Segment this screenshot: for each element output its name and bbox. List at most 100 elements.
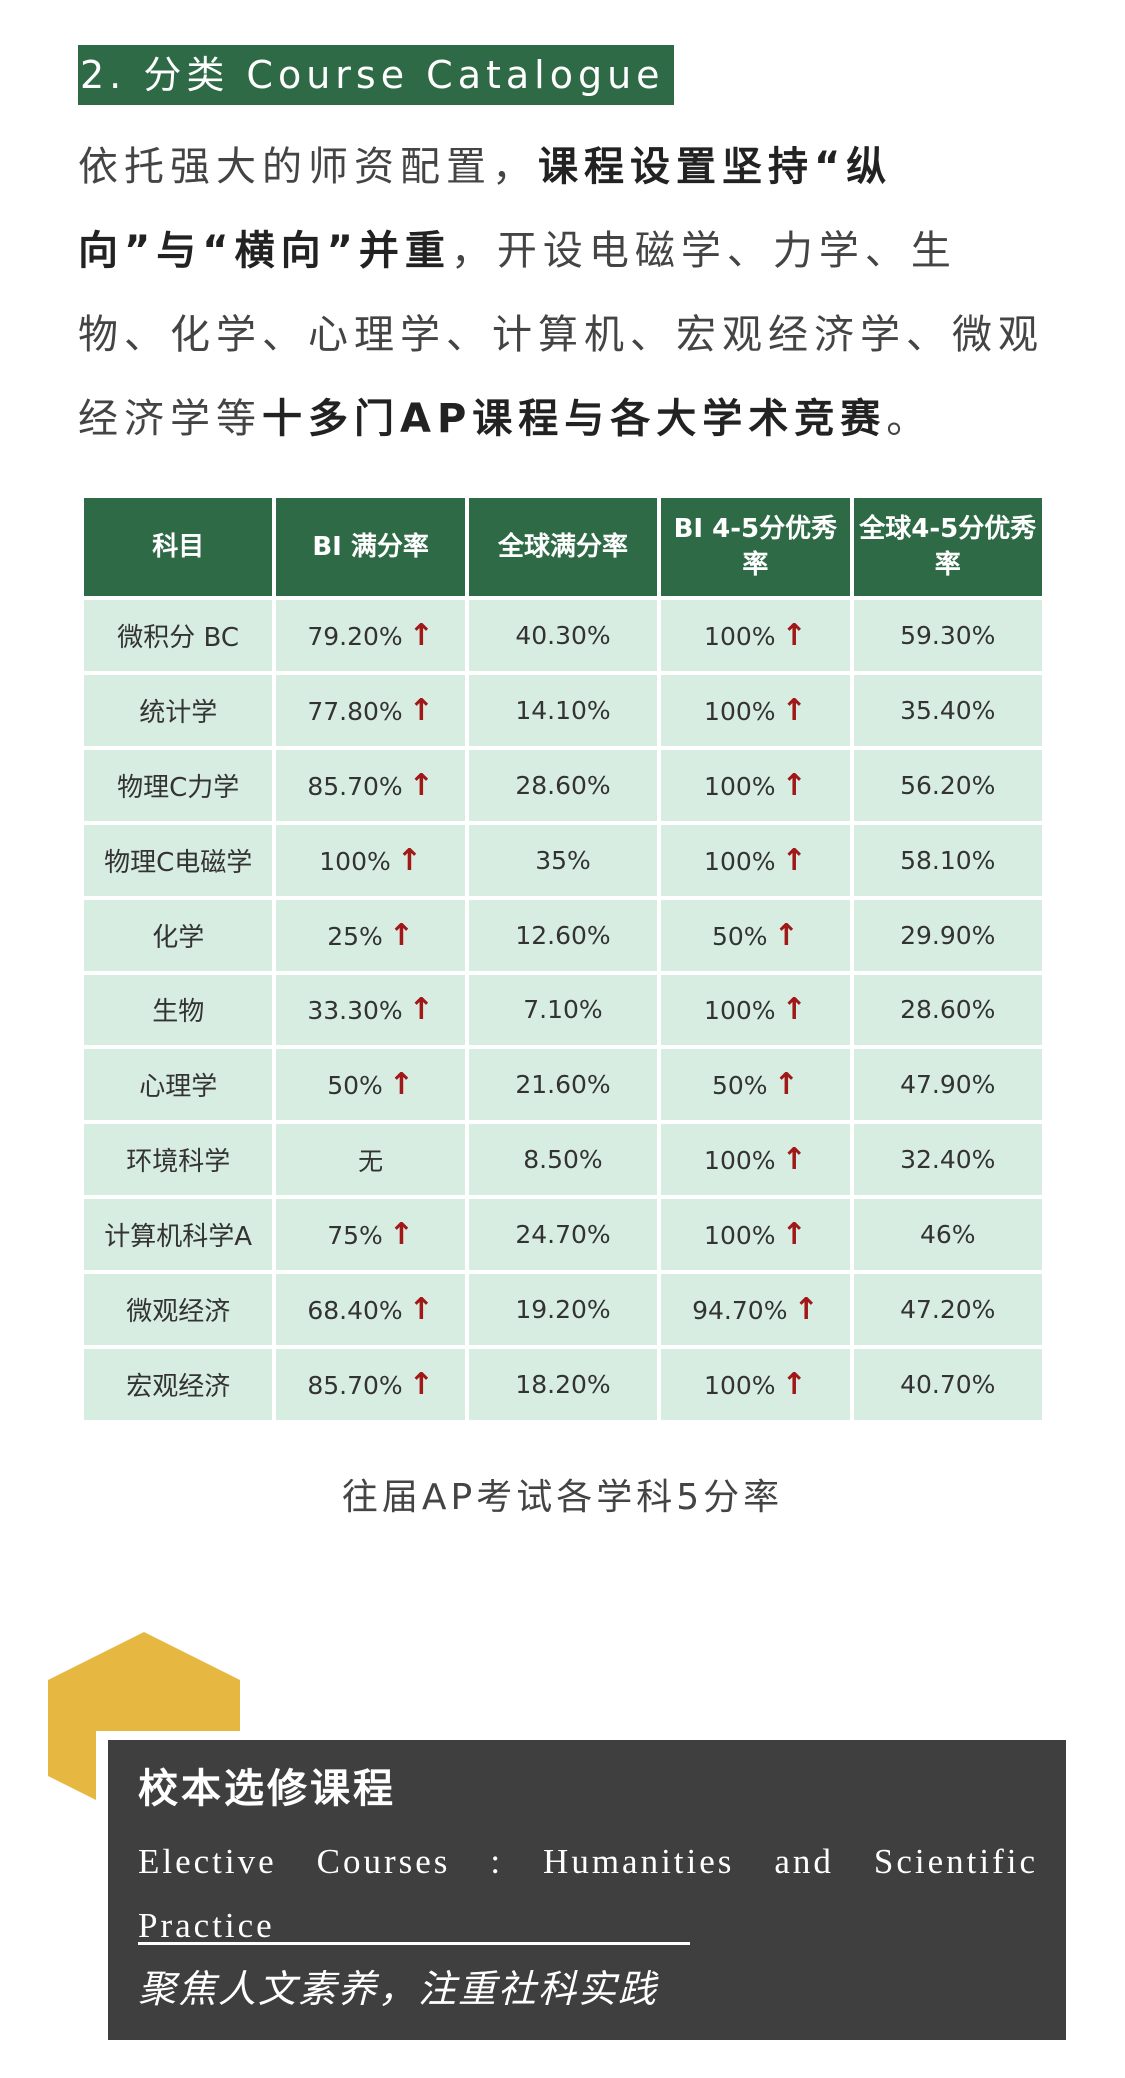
section-title: 2. 分类 Course Catalogue bbox=[78, 45, 674, 105]
cell-bi-full: 68.40% ↑ bbox=[276, 1274, 465, 1346]
cell-subject-value: 心理学 bbox=[139, 1072, 218, 1103]
up-arrow-icon: ↑ bbox=[781, 1142, 807, 1178]
cell-bi-excellent-value: 100% bbox=[704, 621, 776, 651]
up-arrow-icon: ↑ bbox=[388, 917, 414, 953]
cell-bi-excellent: 100% ↑ bbox=[661, 749, 850, 821]
cell-subject: 环境科学 bbox=[84, 1124, 273, 1196]
cell-global-full: 14.10% bbox=[468, 674, 658, 746]
cell-bi-excellent: 100% ↑ bbox=[661, 1199, 850, 1271]
up-arrow-icon: ↑ bbox=[408, 992, 434, 1028]
cell-subject-value: 生物 bbox=[152, 997, 205, 1028]
up-arrow-icon: ↑ bbox=[408, 617, 434, 653]
cell-global-excellent: 35.40% bbox=[853, 674, 1042, 746]
cell-bi-full: 100% ↑ bbox=[276, 824, 465, 896]
cell-bi-full: 77.80% ↑ bbox=[276, 674, 465, 746]
cell-global-excellent-value: 40.70% bbox=[900, 1370, 996, 1400]
cell-subject-value: 统计学 bbox=[139, 697, 218, 728]
cell-subject-value: 物理C力学 bbox=[117, 772, 240, 803]
cell-subject: 物理C电磁学 bbox=[84, 824, 273, 896]
cell-bi-excellent-value: 100% bbox=[704, 846, 776, 876]
cell-global-full-value: 14.10% bbox=[515, 695, 611, 725]
up-arrow-icon: ↑ bbox=[781, 617, 807, 653]
intro-bold-2: 十多门AP课程与各大学术竞赛 bbox=[262, 396, 887, 442]
cell-global-excellent: 56.20% bbox=[853, 749, 1042, 821]
cell-bi-excellent-value: 94.70% bbox=[692, 1296, 788, 1326]
cell-bi-full: 85.70% ↑ bbox=[276, 1349, 465, 1420]
cell-bi-full: 无 bbox=[276, 1124, 465, 1196]
cell-bi-full: 33.30% ↑ bbox=[276, 974, 465, 1046]
cell-bi-full: 25% ↑ bbox=[276, 899, 465, 971]
cell-bi-excellent: 100% ↑ bbox=[661, 974, 850, 1046]
up-arrow-icon: ↑ bbox=[781, 1217, 807, 1253]
up-arrow-icon: ↑ bbox=[388, 1217, 414, 1253]
cell-subject: 微积分 BC bbox=[84, 600, 273, 671]
cell-global-full: 40.30% bbox=[468, 600, 658, 671]
ap-score-table: 科目 BI 满分率 全球满分率 BI 4-5分优秀率 全球4-5分优秀率 微积分… bbox=[80, 494, 1046, 1424]
cell-global-excellent-value: 35.40% bbox=[900, 695, 996, 725]
table-row: 微积分 BC 79.20% ↑ 40.30% 100% ↑ 59.30% bbox=[84, 600, 1042, 671]
cell-subject-value: 宏观经济 bbox=[126, 1372, 231, 1403]
cell-bi-full-value: 25% bbox=[327, 921, 383, 951]
up-arrow-icon: ↑ bbox=[408, 692, 434, 728]
cell-global-excellent: 47.20% bbox=[853, 1274, 1042, 1346]
cell-subject-value: 计算机科学A bbox=[104, 1222, 253, 1253]
cell-bi-excellent: 50% ↑ bbox=[661, 1049, 850, 1121]
cell-bi-excellent-value: 100% bbox=[704, 1146, 776, 1176]
cell-global-excellent: 46% bbox=[853, 1199, 1042, 1271]
cell-global-excellent-value: 58.10% bbox=[900, 845, 996, 875]
cell-bi-excellent: 50% ↑ bbox=[661, 899, 850, 971]
intro-text-1: 依托强大的师资配置， bbox=[78, 144, 538, 190]
cell-global-excellent-value: 59.30% bbox=[900, 620, 996, 650]
cell-global-full-value: 35% bbox=[535, 845, 591, 875]
cell-subject: 统计学 bbox=[84, 674, 273, 746]
cell-global-full: 12.60% bbox=[468, 899, 658, 971]
header-global-excellent: 全球4-5分优秀率 bbox=[853, 498, 1042, 596]
cell-bi-excellent: 100% ↑ bbox=[661, 1124, 850, 1196]
cell-bi-excellent: 94.70% ↑ bbox=[661, 1274, 850, 1346]
cell-global-full: 24.70% bbox=[468, 1199, 658, 1271]
up-arrow-icon: ↑ bbox=[781, 692, 807, 728]
intro-text-3: 。 bbox=[886, 396, 933, 442]
cell-bi-excellent-value: 100% bbox=[704, 1371, 776, 1401]
cell-bi-full-value: 79.20% bbox=[307, 621, 403, 651]
up-arrow-icon: ↑ bbox=[781, 1367, 807, 1403]
header-subject: 科目 bbox=[84, 498, 273, 596]
cell-global-full: 19.20% bbox=[468, 1274, 658, 1346]
cell-bi-full: 79.20% ↑ bbox=[276, 600, 465, 671]
table-row: 环境科学 无 8.50% 100% ↑ 32.40% bbox=[84, 1124, 1042, 1196]
intro-text-2: ，开设电磁学、力学、生物、化学、心理学、计算机、宏观经济学、微观经济学等 bbox=[78, 228, 1044, 442]
cell-bi-full: 85.70% ↑ bbox=[276, 749, 465, 821]
up-arrow-icon: ↑ bbox=[388, 1067, 414, 1103]
cell-subject: 微观经济 bbox=[84, 1274, 273, 1346]
up-arrow-icon: ↑ bbox=[773, 917, 799, 953]
cell-global-full: 28.60% bbox=[468, 749, 658, 821]
cell-global-full-value: 21.60% bbox=[515, 1070, 611, 1100]
cell-bi-excellent-value: 100% bbox=[704, 771, 776, 801]
cell-subject: 生物 bbox=[84, 974, 273, 1046]
cell-global-full-value: 40.30% bbox=[515, 620, 611, 650]
cell-subject: 物理C力学 bbox=[84, 749, 273, 821]
cell-bi-excellent: 100% ↑ bbox=[661, 674, 850, 746]
elective-divider bbox=[138, 1942, 690, 1945]
cell-global-excellent: 29.90% bbox=[853, 899, 1042, 971]
cell-global-excellent-value: 46% bbox=[919, 1220, 976, 1250]
up-arrow-icon: ↑ bbox=[408, 1292, 434, 1328]
header-global-full: 全球满分率 bbox=[468, 498, 658, 596]
up-arrow-icon: ↑ bbox=[408, 767, 434, 803]
cell-subject-value: 物理C电磁学 bbox=[104, 847, 253, 878]
cell-bi-full-value: 68.40% bbox=[307, 1296, 403, 1326]
up-arrow-icon: ↑ bbox=[781, 842, 807, 878]
cell-subject: 宏观经济 bbox=[84, 1349, 273, 1420]
cell-bi-excellent: 100% ↑ bbox=[661, 600, 850, 671]
up-arrow-icon: ↑ bbox=[773, 1067, 799, 1103]
cell-global-full: 7.10% bbox=[468, 974, 658, 1046]
up-arrow-icon: ↑ bbox=[793, 1292, 819, 1328]
cell-bi-full-value: 无 bbox=[358, 1146, 384, 1176]
up-arrow-icon: ↑ bbox=[781, 767, 807, 803]
cell-global-excellent: 59.30% bbox=[853, 600, 1042, 671]
intro-paragraph: 依托强大的师资配置，课程设置坚持“纵向”与“横向”并重，开设电磁学、力学、生物、… bbox=[78, 125, 1048, 461]
elective-subtitle-cn: 聚焦人文素养，注重社科实践 bbox=[138, 1967, 659, 2011]
cell-global-excellent-value: 32.40% bbox=[900, 1145, 996, 1175]
cell-global-full-value: 19.20% bbox=[515, 1295, 611, 1325]
table-row: 心理学 50% ↑ 21.60% 50% ↑ 47.90% bbox=[84, 1049, 1042, 1121]
